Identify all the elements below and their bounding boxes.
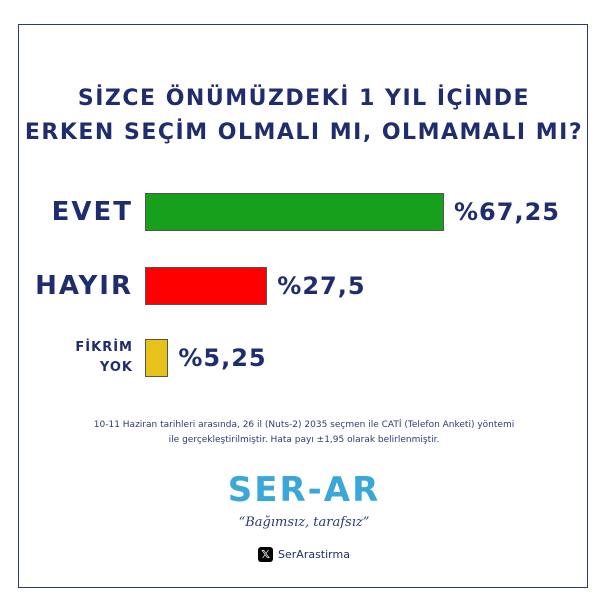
- social-handle: SerArastirma: [278, 548, 350, 561]
- value-label-1: %27,5: [277, 272, 366, 300]
- footnote-line-2: ile gerçekleştirilmiştir. Hata payı ±1,9…: [168, 435, 440, 445]
- category-label-2-line-0: FİKRİM: [75, 340, 133, 355]
- category-label-0-line-0: EVET: [51, 197, 133, 227]
- card-frame: [18, 24, 588, 588]
- bar-2: [145, 339, 169, 377]
- category-label-2-line-1: YOK: [99, 360, 133, 375]
- ser-ar-logo: SER-AR: [227, 470, 381, 510]
- social-handle-row[interactable]: 𝕏 SerArastirma: [0, 547, 608, 562]
- chart-title-line-2: ERKEN SEÇİM OLMALI MI, OLMAMALI MI?: [24, 120, 584, 145]
- value-label-0: %67,25: [454, 198, 560, 226]
- bar-1: [145, 267, 268, 305]
- category-label-1-line-0: HAYIR: [35, 271, 133, 301]
- footnote-line-1: 10-11 Haziran tarihleri arasında, 26 il …: [93, 420, 515, 430]
- x-logo-icon: 𝕏: [258, 547, 274, 562]
- category-label-1: HAYIR: [35, 271, 133, 301]
- chart-title-line-1: SİZCE ÖNÜMÜZDEKİ 1 YIL İÇİNDE: [77, 86, 531, 111]
- bar-0: [145, 193, 444, 231]
- slogan: “Bağımsız, tarafsız”: [238, 515, 370, 530]
- category-label-0: EVET: [52, 197, 133, 227]
- category-label-2: FİKRİM YOK: [75, 338, 133, 378]
- value-label-2: %5,25: [178, 344, 267, 372]
